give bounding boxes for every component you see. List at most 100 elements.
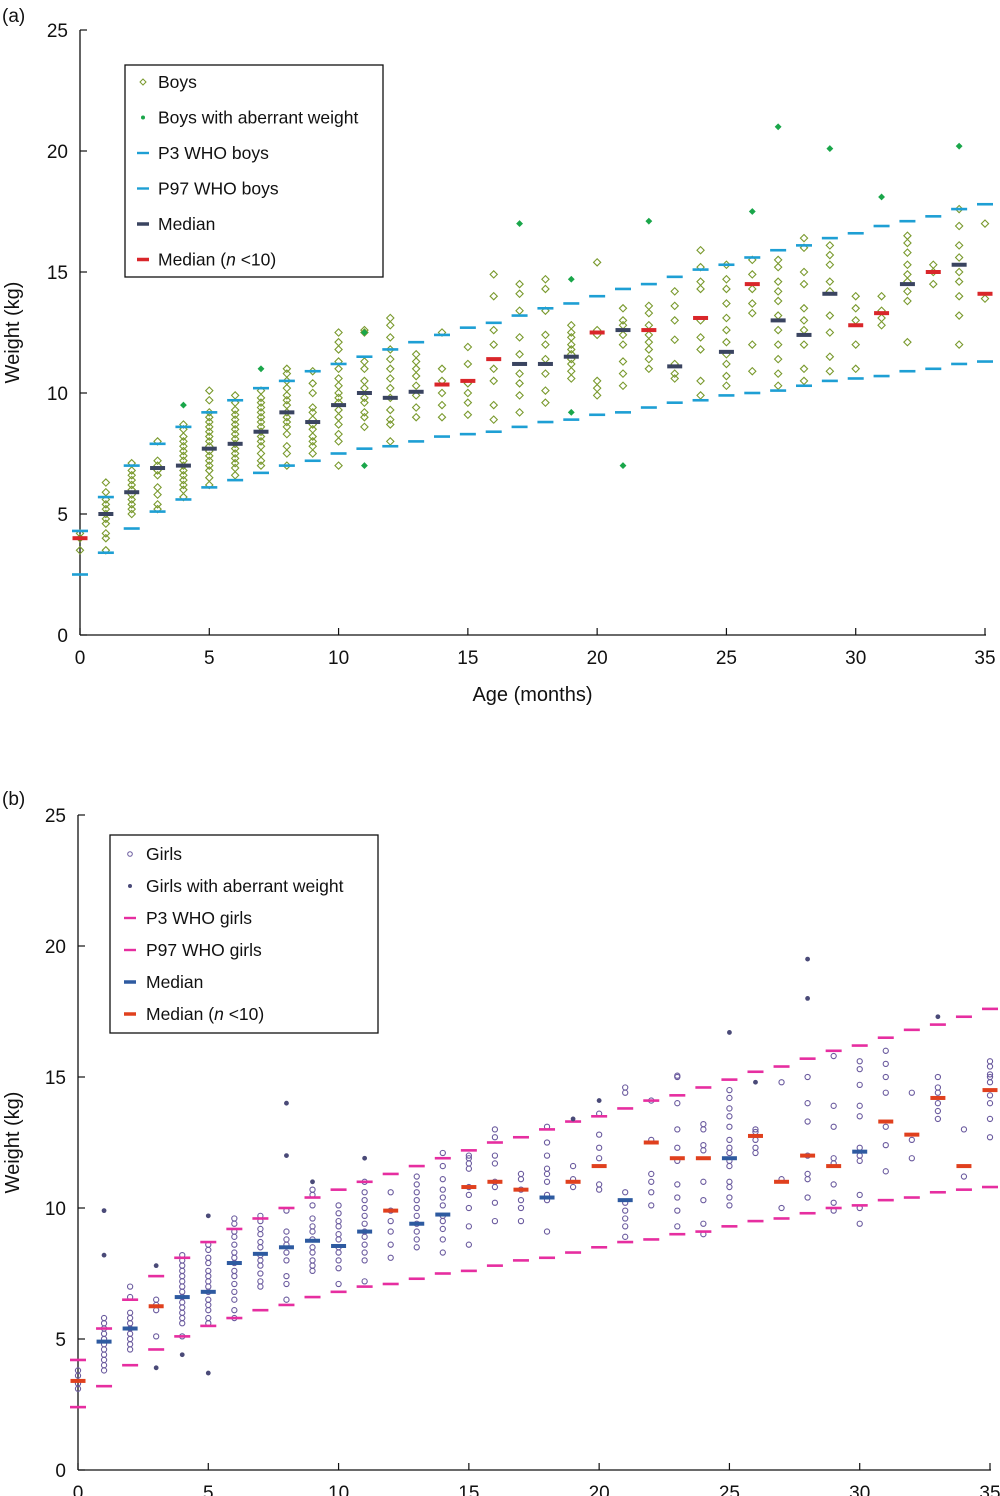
legend-box — [109, 834, 379, 1034]
p3-marker — [666, 401, 683, 404]
data-point — [622, 1189, 629, 1196]
data-point — [752, 1126, 759, 1133]
p97-marker — [847, 231, 864, 235]
median-marker — [279, 410, 295, 415]
p3-marker — [459, 432, 476, 436]
data-point — [517, 1170, 525, 1178]
legend-item: Boys with aberrant weight — [141, 108, 359, 128]
data-point — [722, 313, 731, 323]
data-point — [934, 1073, 942, 1081]
data-point — [231, 1241, 238, 1248]
data-point — [934, 1089, 942, 1096]
data-point — [256, 432, 266, 441]
data-point — [726, 1105, 733, 1112]
data-point — [282, 449, 292, 458]
data-point — [954, 291, 964, 301]
p3-marker — [201, 486, 218, 489]
p3-marker — [773, 1217, 790, 1220]
data-point — [204, 432, 214, 441]
p3-marker — [200, 1324, 217, 1328]
x-tick-label: 0 — [75, 648, 86, 669]
legend-symbol-points — [127, 851, 133, 857]
data-point — [101, 519, 111, 529]
data-point — [204, 395, 214, 405]
data-point — [908, 1155, 915, 1162]
p97-marker — [903, 1028, 920, 1032]
data-point — [851, 291, 861, 301]
data-point — [465, 1160, 473, 1167]
legend-item: P3 WHO girls — [124, 908, 252, 928]
data-point — [622, 1215, 629, 1222]
data-point — [674, 1194, 681, 1201]
data-point — [256, 449, 266, 458]
p97-marker — [408, 1164, 425, 1168]
data-point — [934, 1115, 942, 1123]
data-point — [592, 257, 602, 267]
data-point — [230, 449, 240, 458]
median-small-n-marker — [747, 1133, 763, 1138]
p3-marker — [615, 411, 631, 414]
data-point — [491, 1160, 499, 1167]
data-point — [804, 1176, 811, 1183]
x-tick-label: 10 — [328, 1483, 349, 1496]
data-point — [231, 1272, 238, 1280]
data-point — [569, 1183, 577, 1191]
p3-marker — [174, 1335, 191, 1338]
data-point — [541, 274, 550, 284]
data-point — [308, 424, 318, 434]
data-point — [360, 357, 369, 366]
data-point — [622, 1207, 629, 1214]
p97-marker — [773, 1065, 790, 1068]
data-point — [856, 1065, 863, 1073]
data-point — [334, 437, 343, 446]
data-point — [980, 294, 990, 303]
data-point — [465, 1204, 473, 1212]
p97-marker — [382, 1172, 399, 1176]
data-point — [127, 509, 137, 519]
aberrant-point — [179, 1352, 185, 1358]
data-point — [491, 1217, 499, 1225]
data-point — [334, 345, 343, 354]
data-point — [413, 1181, 420, 1188]
data-point — [700, 1178, 707, 1185]
data-point — [385, 354, 395, 364]
aberrant-point — [727, 1030, 732, 1035]
p97-marker — [304, 1196, 321, 1199]
median-marker — [201, 446, 217, 451]
median-small-n-marker — [930, 1095, 946, 1100]
data-point — [491, 1134, 499, 1141]
p3-marker — [149, 510, 166, 513]
data-point — [566, 374, 576, 383]
legend-label: Girls with aberrant weight — [146, 876, 344, 896]
data-point — [153, 1333, 160, 1340]
p97-marker — [485, 321, 502, 325]
data-point — [670, 286, 680, 296]
legend-symbol-p97 — [137, 187, 149, 190]
p3-marker — [903, 1196, 920, 1199]
data-point — [75, 545, 85, 555]
median-marker — [356, 391, 372, 395]
data-point — [960, 1173, 968, 1180]
data-point — [361, 1278, 368, 1285]
median-small-n-marker — [641, 328, 657, 333]
data-point — [101, 528, 111, 538]
data-point — [648, 1178, 655, 1185]
p97-marker — [747, 1070, 764, 1074]
p97-marker — [459, 326, 476, 329]
data-point — [205, 1301, 212, 1309]
data-point — [515, 378, 524, 388]
data-point — [986, 1134, 994, 1141]
data-point — [618, 316, 628, 325]
p97-marker — [201, 411, 218, 414]
data-point — [153, 499, 162, 509]
data-point — [439, 1202, 446, 1209]
data-point — [257, 1244, 264, 1251]
data-point — [230, 424, 240, 434]
data-point — [74, 1367, 82, 1374]
data-point — [541, 330, 550, 340]
data-point — [231, 1254, 238, 1261]
p97-marker — [278, 379, 295, 383]
p3-marker — [825, 1206, 842, 1210]
data-point — [231, 1307, 238, 1314]
legend-label: Median (n <10) — [158, 250, 276, 270]
